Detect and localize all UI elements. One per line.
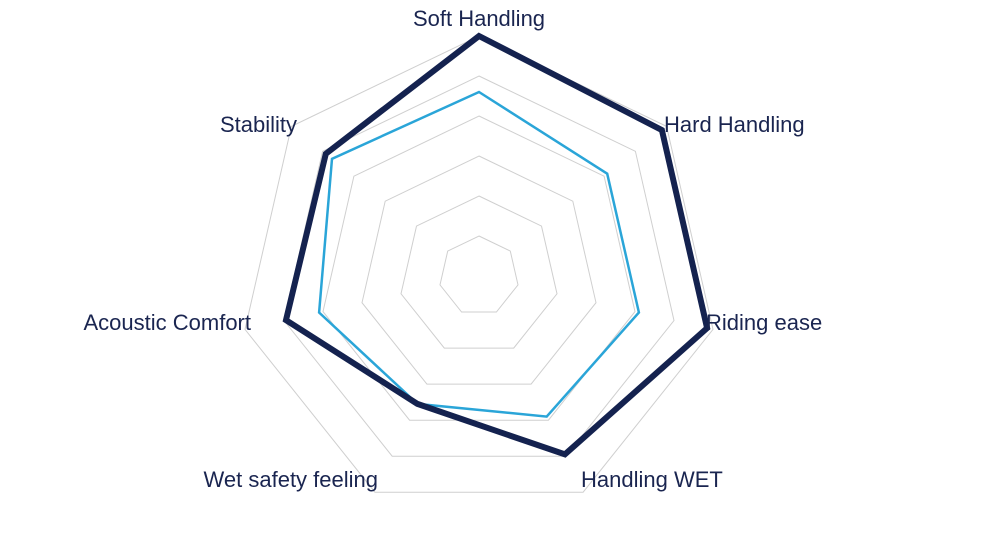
grid-ring-2 [400, 195, 558, 349]
axis-labels: Soft Handling Hard Handling Riding ease … [84, 6, 823, 492]
axis-label-riding-ease: Riding ease [706, 310, 822, 335]
grid-ring-3 [361, 155, 597, 385]
grid-ring-4 [322, 115, 636, 421]
axis-label-acoustic-comfort: Acoustic Comfort [84, 310, 252, 335]
series-1-line [282, 32, 711, 458]
axis-label-stability: Stability [220, 112, 297, 137]
grid-ring-5 [283, 75, 675, 457]
grid-layer [244, 35, 714, 493]
axis-label-hard-handling: Hard Handling [664, 112, 805, 137]
series-2-line [317, 90, 641, 418]
axis-label-wet-safety-feeling: Wet safety feeling [204, 467, 378, 492]
series-layer [282, 32, 711, 458]
grid-ring-1 [439, 235, 519, 313]
axis-label-handling-wet: Handling WET [581, 467, 723, 492]
grid-ring-6 [244, 35, 714, 493]
axis-label-soft-handling: Soft Handling [413, 6, 545, 31]
